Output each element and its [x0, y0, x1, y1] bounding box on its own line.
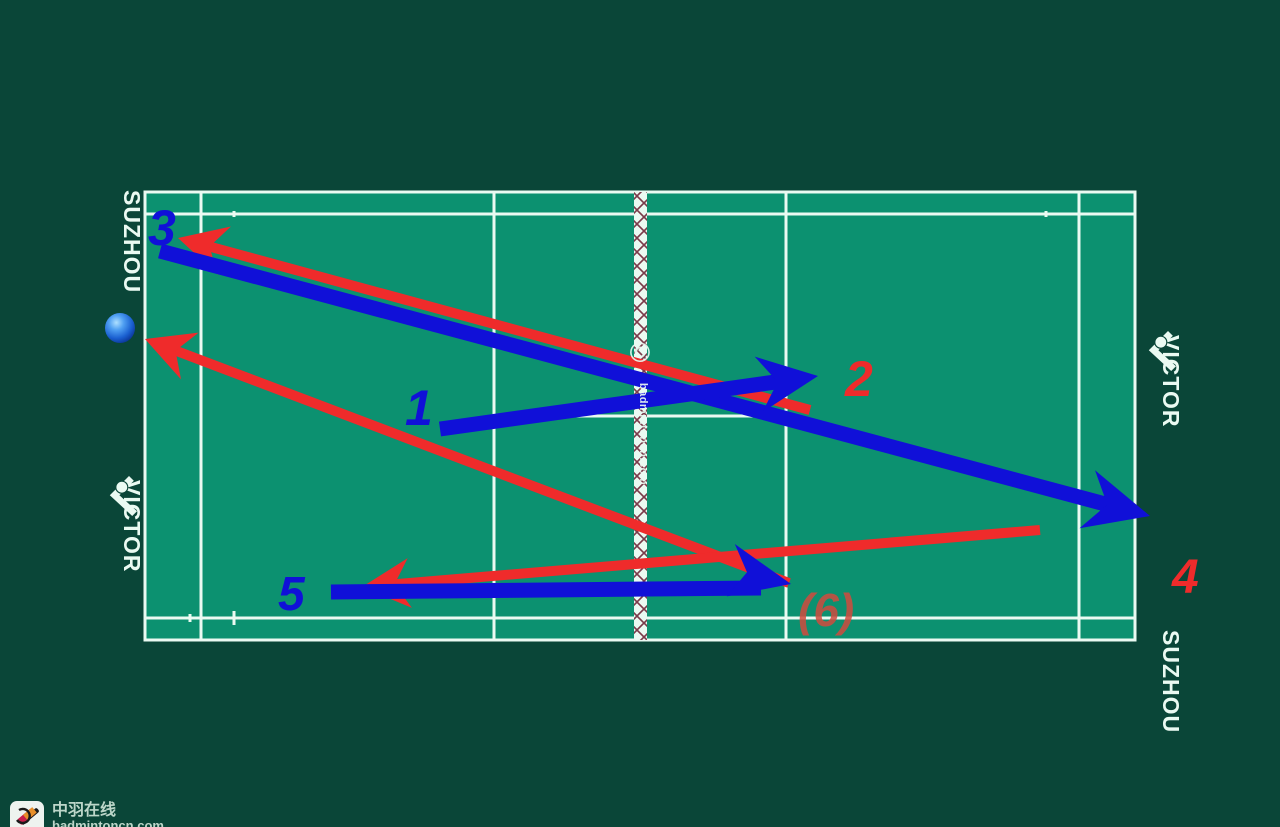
svg-text:4: 4: [1171, 551, 1199, 604]
svg-text:VICTOR: VICTOR: [119, 480, 145, 572]
svg-text:中羽在线: 中羽在线: [52, 800, 116, 819]
svg-text:5: 5: [278, 568, 306, 621]
svg-text:badmintoncn.com: badmintoncn.com: [52, 818, 164, 827]
svg-text:badmintoncn.com: badmintoncn.com: [637, 383, 649, 485]
svg-text:(6): (6): [798, 584, 854, 636]
svg-text:©: ©: [630, 337, 651, 368]
svg-text:SUZHOU: SUZHOU: [119, 190, 145, 293]
svg-text:VICTOR: VICTOR: [1158, 335, 1184, 427]
svg-text:1: 1: [405, 380, 433, 436]
svg-text:SUZHOU: SUZHOU: [1158, 630, 1184, 733]
svg-text:3: 3: [148, 200, 176, 256]
svg-text:2: 2: [844, 351, 873, 407]
